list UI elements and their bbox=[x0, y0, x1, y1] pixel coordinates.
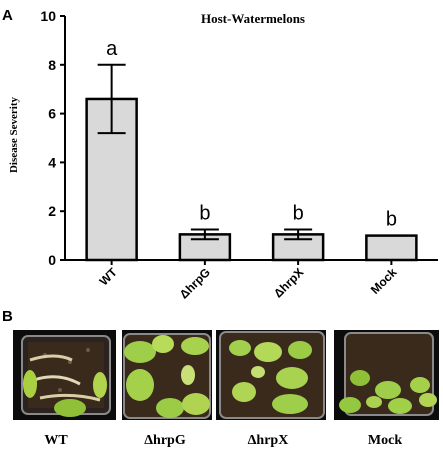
significance-label: b bbox=[199, 203, 210, 225]
chart-title: Host-Watermelons bbox=[201, 11, 305, 26]
panel-b-label: B bbox=[2, 308, 13, 325]
x-tick-label: ΔhrpX bbox=[271, 265, 306, 300]
photo-wt bbox=[13, 330, 116, 420]
photo-mock bbox=[334, 330, 439, 420]
x-axis-ticks: WT ΔhrpG ΔhrpX Mock bbox=[97, 260, 400, 301]
photo-captions: WT ΔhrpG ΔhrpX Mock bbox=[44, 433, 402, 448]
bars: a b b b bbox=[85, 38, 418, 262]
photo-hrpx bbox=[216, 330, 326, 420]
y-tick-label: 4 bbox=[48, 154, 56, 170]
y-tick-label: 2 bbox=[48, 203, 56, 219]
y-axis-ticks: 0 2 4 6 8 10 bbox=[40, 8, 65, 268]
x-tick-label: WT bbox=[97, 265, 121, 289]
caption-mock: Mock bbox=[368, 433, 402, 448]
bar bbox=[365, 234, 418, 262]
y-tick-label: 0 bbox=[48, 252, 56, 268]
y-axis-label: Disease Severity bbox=[8, 96, 20, 173]
y-tick-label: 8 bbox=[48, 57, 56, 73]
caption-wt: WT bbox=[44, 433, 68, 448]
photo-hrpg bbox=[122, 330, 212, 420]
significance-label: a bbox=[106, 38, 118, 60]
caption-hrpx: ΔhrpX bbox=[248, 433, 289, 448]
significance-label: b bbox=[293, 203, 304, 225]
significance-label: b bbox=[386, 209, 397, 231]
panel-a-label: A bbox=[2, 7, 13, 24]
bar-chart: Host-Watermelons Disease Severity 0 2 4 6 8 1… bbox=[8, 8, 438, 301]
y-tick-label: 10 bbox=[40, 8, 56, 24]
caption-hrpg: ΔhrpG bbox=[144, 433, 186, 448]
y-tick-label: 6 bbox=[48, 106, 56, 122]
x-tick-label: ΔhrpG bbox=[177, 265, 213, 301]
x-tick-label: Mock bbox=[368, 265, 400, 297]
